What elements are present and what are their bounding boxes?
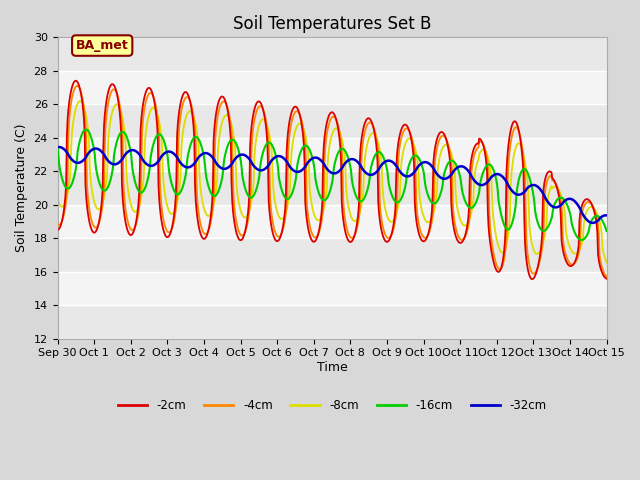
Bar	[58, 37, 607, 71]
Y-axis label: Soil Temperature (C): Soil Temperature (C)	[15, 124, 28, 252]
Bar	[58, 104, 607, 138]
Bar	[58, 238, 607, 272]
Bar	[58, 272, 607, 305]
Legend: -2cm, -4cm, -8cm, -16cm, -32cm: -2cm, -4cm, -8cm, -16cm, -32cm	[113, 395, 552, 417]
Bar	[58, 305, 607, 338]
Bar	[58, 138, 607, 171]
Text: BA_met: BA_met	[76, 39, 129, 52]
Bar	[58, 204, 607, 238]
X-axis label: Time: Time	[317, 361, 348, 374]
Title: Soil Temperatures Set B: Soil Temperatures Set B	[233, 15, 431, 33]
Bar	[58, 171, 607, 204]
Bar	[58, 71, 607, 104]
